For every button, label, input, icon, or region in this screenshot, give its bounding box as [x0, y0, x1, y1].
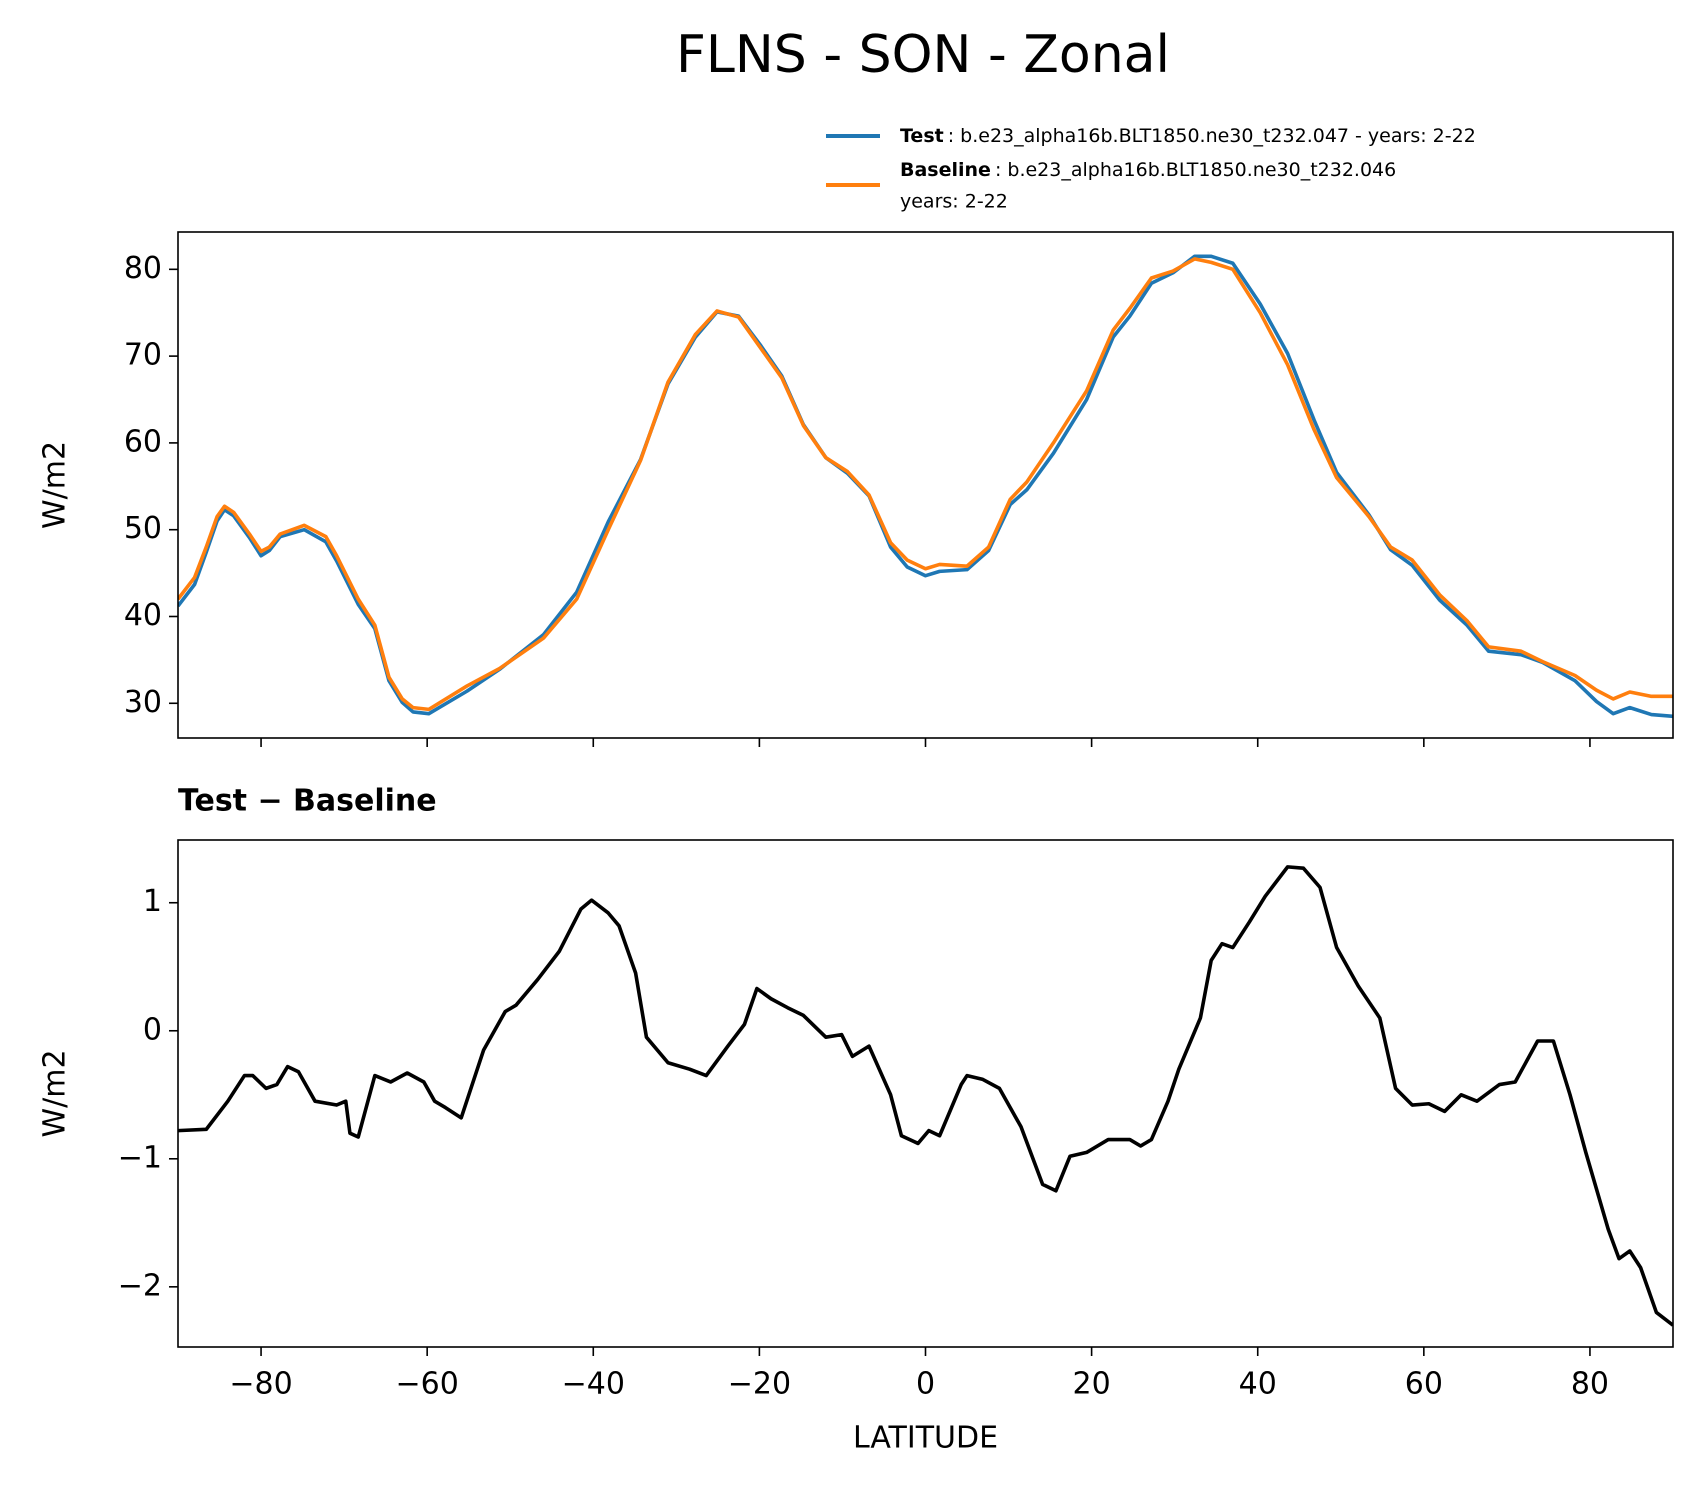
y-tick-label: 50 — [124, 511, 162, 546]
y-axis-label: W/m2 — [38, 1049, 73, 1137]
y-tick-label: 70 — [124, 338, 162, 373]
y-tick-label: 1 — [143, 884, 162, 919]
x-tick-label: −80 — [229, 1367, 292, 1402]
y-tick-label: 80 — [124, 251, 162, 286]
legend-name: Baseline — [900, 159, 991, 181]
legend-description: : b.e23_alpha16b.BLT1850.ne30_t232.047 -… — [948, 125, 1476, 147]
axes-title: Test − Baseline — [178, 784, 437, 819]
y-tick-label: −1 — [118, 1140, 162, 1175]
x-tick-label: 40 — [1239, 1367, 1277, 1402]
series-line — [178, 257, 1673, 712]
axes-frame — [177, 839, 1674, 1348]
y-tick-label: −2 — [118, 1268, 162, 1303]
x-tick-label: −60 — [396, 1367, 459, 1402]
series-line — [178, 254, 1673, 719]
legend-entry: Test: b.e23_alpha16b.BLT1850.ne30_t232.0… — [900, 125, 1476, 147]
y-tick-label: 0 — [143, 1012, 162, 1047]
y-tick-label: 30 — [124, 685, 162, 720]
axes-frame — [177, 231, 1674, 739]
x-tick-label: −20 — [728, 1367, 791, 1402]
legend-description: : b.e23_alpha16b.BLT1850.ne30_t232.046 — [995, 159, 1396, 181]
figure-title: FLNS - SON - Zonal — [676, 25, 1170, 85]
series-line — [178, 865, 1673, 1327]
x-tick-label: 20 — [1073, 1367, 1111, 1402]
x-tick-label: 80 — [1571, 1367, 1609, 1402]
y-axis-label: W/m2 — [38, 441, 73, 529]
legend-entry: Baseline: b.e23_alpha16b.BLT1850.ne30_t2… — [900, 159, 1396, 181]
y-tick-label: 40 — [124, 598, 162, 633]
legend-name: Test — [900, 125, 944, 147]
y-tick-label: 60 — [124, 424, 162, 459]
legend-description: years: 2-22 — [900, 191, 1008, 213]
x-tick-label: −40 — [562, 1367, 625, 1402]
x-axis-label: LATITUDE — [853, 1421, 998, 1456]
x-tick-label: 0 — [916, 1367, 935, 1402]
x-tick-label: 60 — [1405, 1367, 1443, 1402]
